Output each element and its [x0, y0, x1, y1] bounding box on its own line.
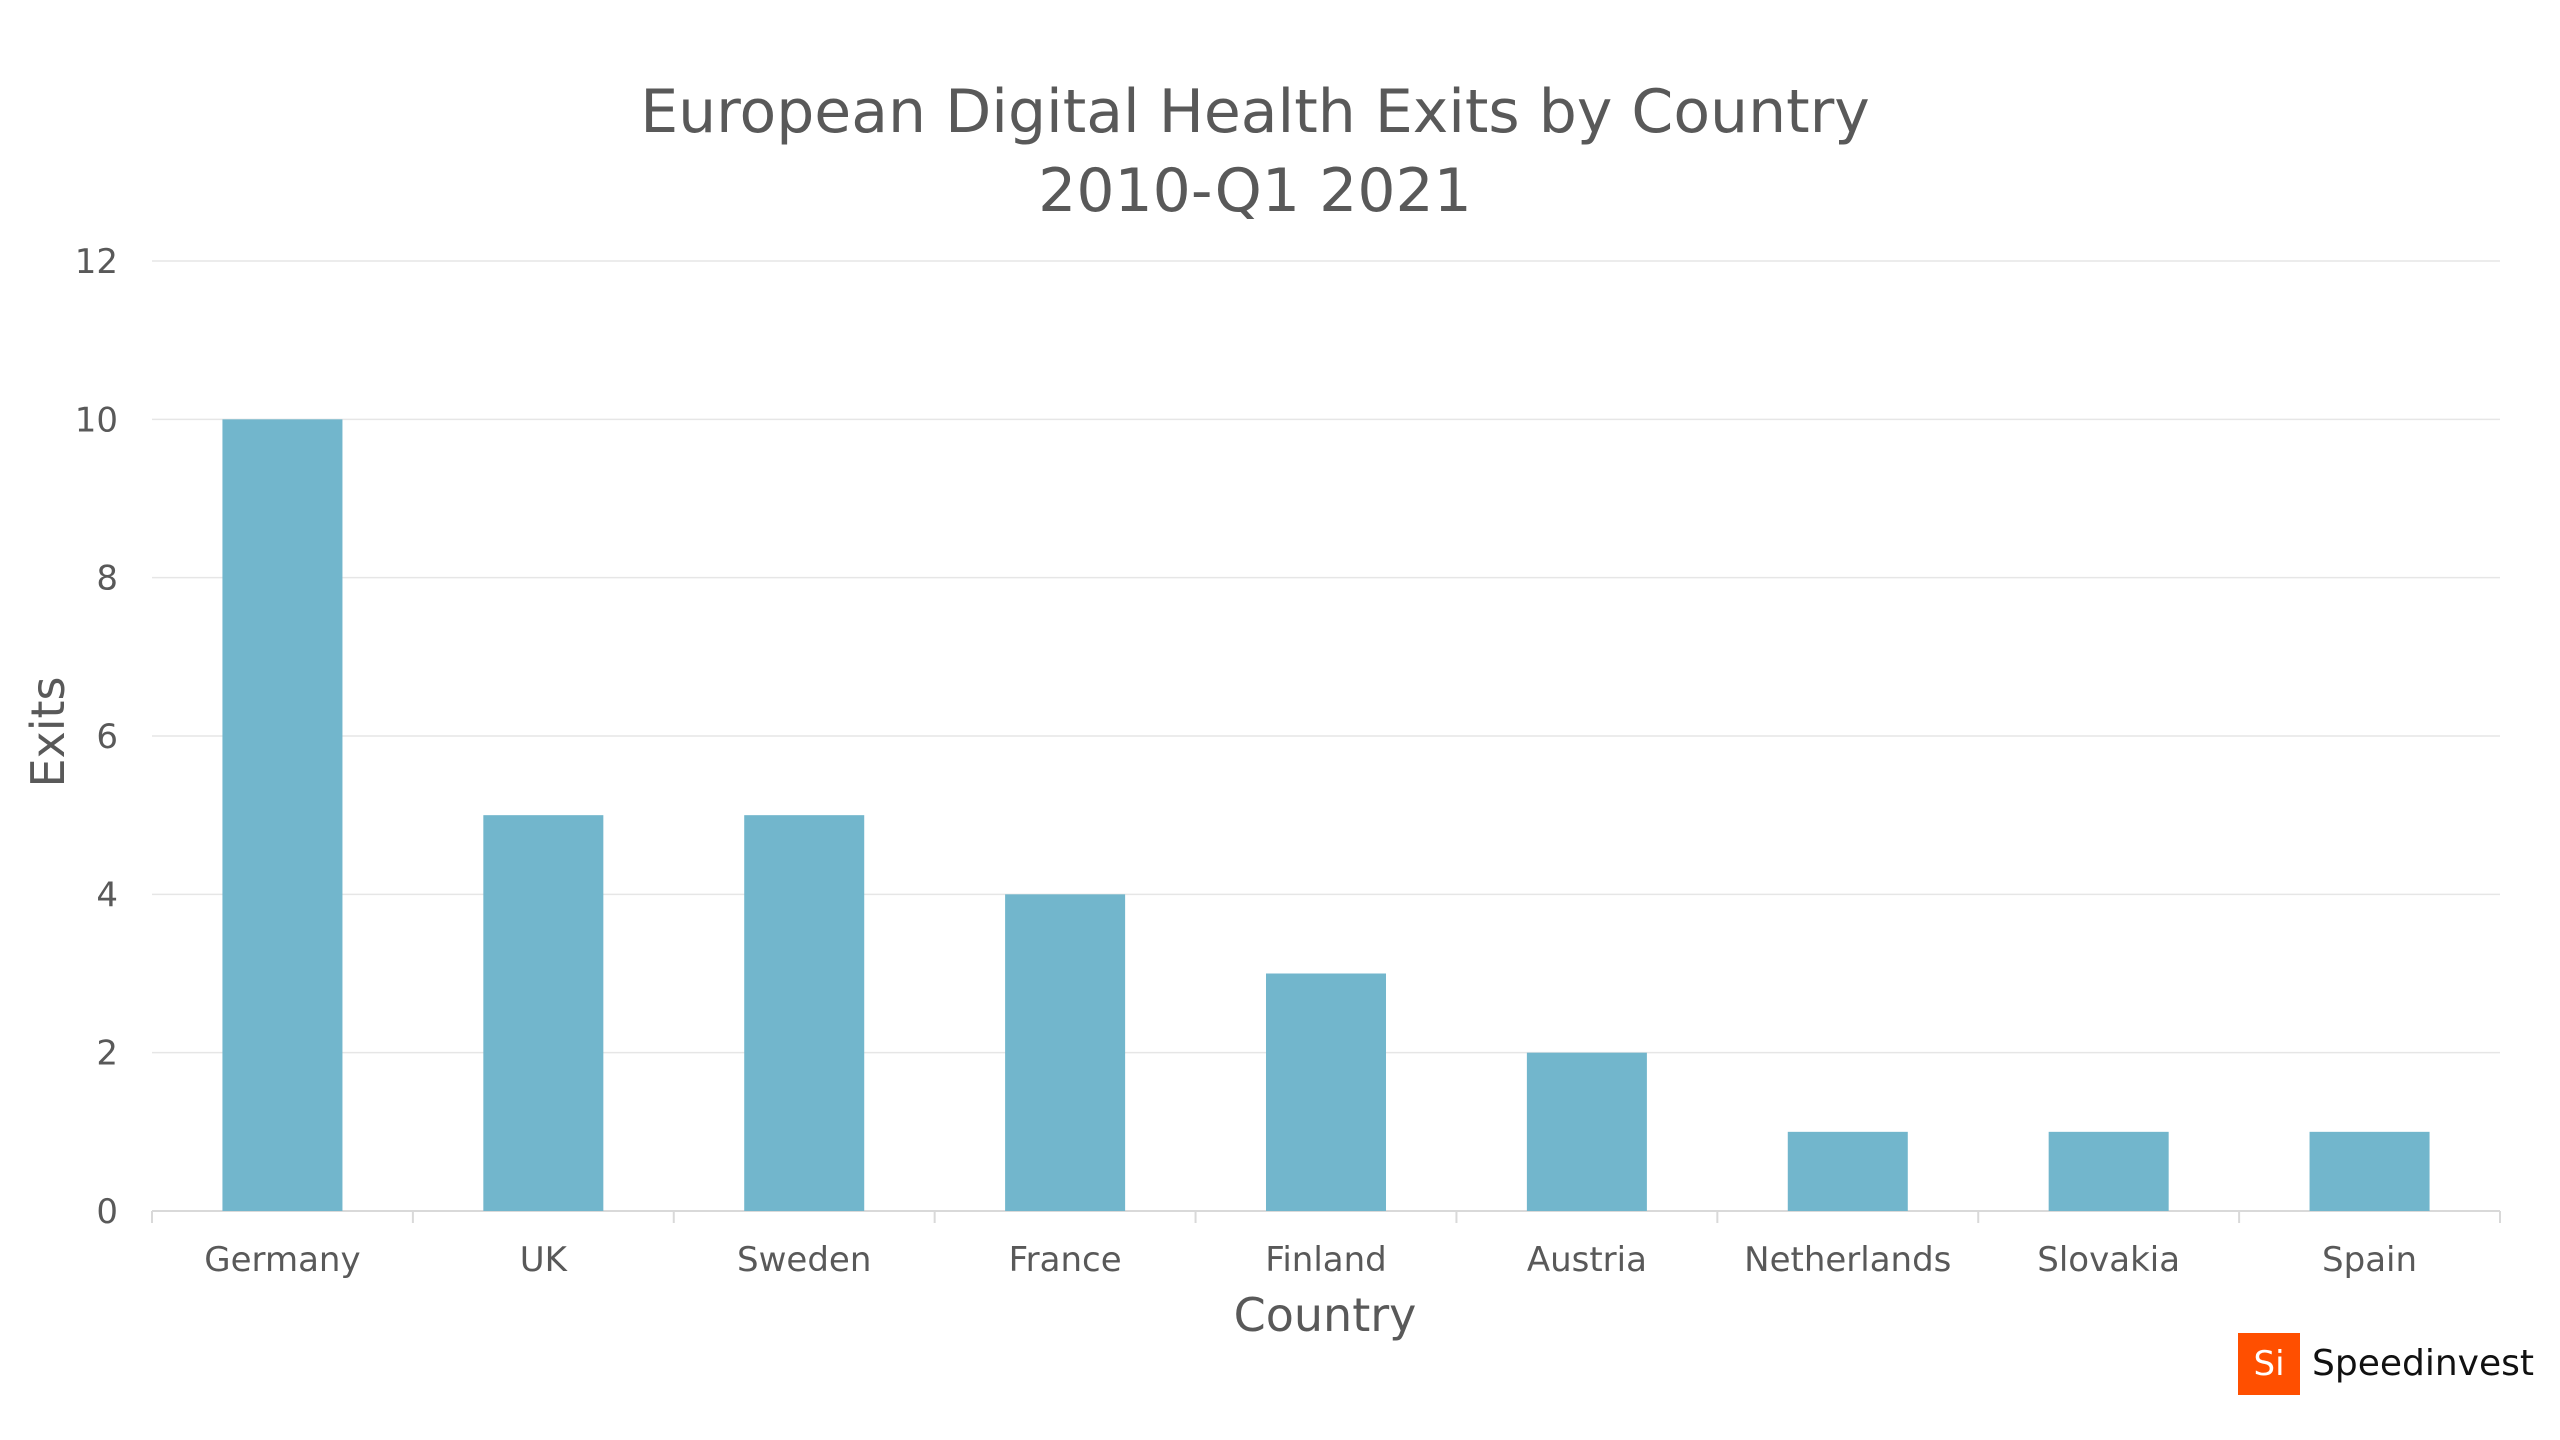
x-tick-label: Germany	[204, 1240, 360, 1280]
x-tick-label: Slovakia	[2037, 1240, 2180, 1280]
bars	[222, 419, 2430, 1211]
x-tick-labels: Germany UK Sweden France Finland Austria Nethe…	[204, 1240, 2417, 1280]
bar-spain	[2309, 1131, 2430, 1211]
bar-finland	[1265, 973, 1387, 1211]
x-tick-label: Finland	[1265, 1240, 1387, 1280]
x-tick-label: France	[1009, 1240, 1122, 1280]
x-tick-label: Netherlands	[1744, 1240, 1951, 1280]
bar-netherlands	[1787, 1131, 1908, 1211]
speedinvest-logo-name: Speedinvest	[2312, 1343, 2534, 1384]
y-tick-labels: 0 2 4 6 8 10 12	[75, 242, 118, 1232]
x-tick-label: UK	[520, 1240, 569, 1280]
y-tick-label: 8	[96, 559, 118, 599]
speedinvest-logo-mark: Si	[2238, 1333, 2300, 1395]
x-tick-label: Sweden	[737, 1240, 871, 1280]
bar-austria	[1526, 1052, 1647, 1211]
y-tick-label: 6	[96, 717, 118, 757]
chart-subtitle: 2010-Q1 2021	[1038, 156, 1472, 226]
bar-germany	[222, 419, 343, 1211]
x-tick-label: Austria	[1527, 1240, 1647, 1280]
y-tick-label: 4	[96, 875, 118, 915]
y-tick-label: 12	[75, 242, 118, 282]
bar-france	[1005, 894, 1126, 1211]
x-axis-label: Country	[1234, 1288, 1417, 1342]
y-axis-label: Exits	[21, 676, 75, 787]
y-tick-label: 2	[96, 1034, 118, 1074]
y-tick-label: 0	[96, 1192, 118, 1232]
x-tick-label: Spain	[2322, 1240, 2417, 1280]
bar-uk	[483, 815, 604, 1211]
chart-title: European Digital Health Exits by Country	[640, 77, 1870, 147]
y-tick-label: 10	[75, 400, 118, 440]
bar-sweden	[744, 815, 865, 1211]
bar-slovakia	[2048, 1131, 2169, 1211]
